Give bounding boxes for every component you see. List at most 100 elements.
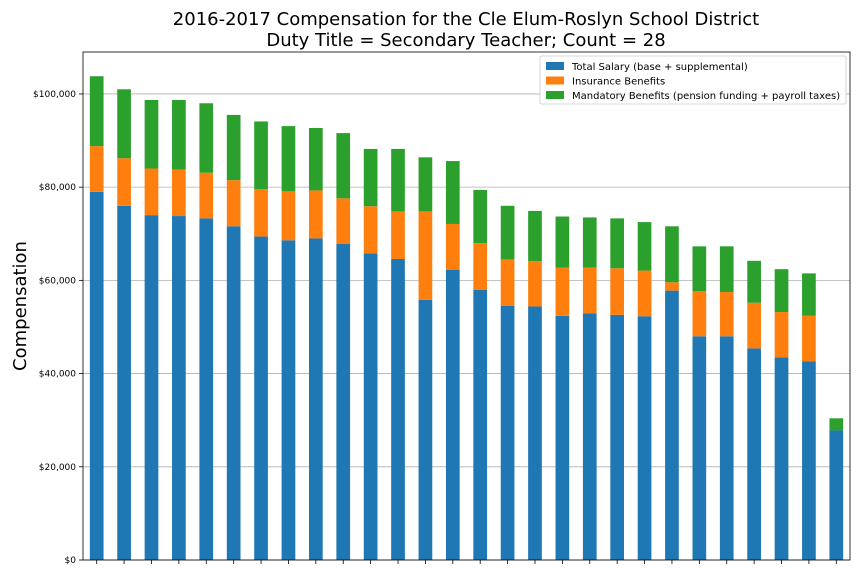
bar-segment-mandatory xyxy=(719,246,734,293)
bar-segment-mandatory xyxy=(665,226,679,283)
legend-label: Total Salary (base + supplemental) xyxy=(571,62,748,73)
plot-frame xyxy=(82,51,851,561)
bar-segment-mandatory xyxy=(391,148,405,212)
y-tick-label: $0 xyxy=(65,556,77,566)
y-tick-label: $60,000 xyxy=(39,276,76,286)
bar-segment-mandatory xyxy=(747,260,761,303)
bar-segment-insurance xyxy=(336,198,351,245)
bar-segment-insurance xyxy=(117,158,131,206)
bar-segment-salary xyxy=(199,218,214,560)
bar-segment-mandatory xyxy=(528,210,542,262)
legend-swatch xyxy=(546,91,564,99)
bar-segment-mandatory xyxy=(802,273,816,316)
bar-segment-salary xyxy=(281,240,296,560)
legend-label: Insurance Benefits xyxy=(572,77,665,88)
bar-segment-mandatory xyxy=(692,246,707,292)
chart-subtitle: Duty Title = Secondary Teacher; Count = … xyxy=(266,30,665,51)
bar-segment-mandatory xyxy=(637,222,652,271)
bar-segment-insurance xyxy=(528,261,542,307)
bar-segment-insurance xyxy=(172,169,186,217)
bar-segment-insurance xyxy=(418,211,433,300)
bar-segment-salary xyxy=(829,430,844,560)
axes: $0 $20,000 $40,000 $60,000 $80,000 $100,000 xyxy=(33,51,851,566)
bar-segment-mandatory xyxy=(555,216,570,268)
bar-segment-mandatory xyxy=(117,89,131,159)
bar-segment-salary xyxy=(774,357,789,560)
bar-segment-salary xyxy=(719,336,734,560)
bar-segment-insurance xyxy=(692,291,707,337)
bar-segment-salary xyxy=(692,336,707,560)
bar-segment-salary xyxy=(89,191,104,560)
legend-label: Mandatory Benefits (pension funding + pa… xyxy=(572,91,840,102)
bar-segment-salary xyxy=(637,316,652,560)
bar-segment-insurance xyxy=(308,190,323,239)
bar-segment-mandatory xyxy=(144,100,159,169)
bar-segment-insurance xyxy=(802,315,816,362)
bar-segment-salary xyxy=(665,290,679,560)
bar-segment-mandatory xyxy=(418,157,433,212)
bar-segment-salary xyxy=(144,215,159,560)
bar-segment-mandatory xyxy=(172,100,186,170)
bar-segment-salary xyxy=(226,226,241,561)
gridlines xyxy=(83,93,850,561)
bar-segment-insurance xyxy=(254,189,268,237)
y-tick-label: $80,000 xyxy=(39,183,76,193)
bar-segment-mandatory xyxy=(829,418,844,431)
bar-segment-insurance xyxy=(774,312,789,358)
bar-segment-insurance xyxy=(555,267,570,316)
bar-segment-salary xyxy=(391,258,405,560)
bar-segment-salary xyxy=(473,289,488,560)
bar-segment-insurance xyxy=(637,270,652,317)
y-tick-label: $20,000 xyxy=(39,463,76,473)
y-tick-label: $40,000 xyxy=(39,370,76,380)
bar-segment-salary xyxy=(610,314,625,560)
bar-segment-mandatory xyxy=(199,103,214,173)
bars xyxy=(89,76,844,561)
bar-segment-mandatory xyxy=(281,126,296,192)
bar-segment-mandatory xyxy=(445,161,460,224)
bar-segment-mandatory xyxy=(473,189,488,244)
bar-segment-mandatory xyxy=(308,127,323,191)
bar-segment-salary xyxy=(528,306,542,560)
legend-swatch xyxy=(546,62,564,70)
legend-box xyxy=(539,55,847,105)
bar-segment-salary xyxy=(555,315,570,560)
bar-segment-mandatory xyxy=(363,148,378,207)
bar-segment-salary xyxy=(418,299,433,560)
bar-segment-salary xyxy=(747,348,761,560)
bar-segment-insurance xyxy=(610,268,625,315)
bar-segment-insurance xyxy=(747,302,761,349)
bar-segment-mandatory xyxy=(336,133,351,199)
legend-swatch xyxy=(546,76,564,85)
bar-segment-insurance xyxy=(445,223,460,270)
bar-segment-mandatory xyxy=(610,218,625,269)
bar-segment-salary xyxy=(117,205,131,561)
bar-segment-insurance xyxy=(719,292,734,337)
bar-segment-insurance xyxy=(144,168,159,216)
bar-segment-salary xyxy=(582,313,597,560)
bar-segment-salary xyxy=(308,238,323,561)
legend: Total Salary (base + supplemental) Insura… xyxy=(539,55,847,105)
bar-segment-mandatory xyxy=(254,121,268,190)
bar-segment-insurance xyxy=(665,282,679,291)
bar-segment-insurance xyxy=(582,267,597,314)
bar-segment-insurance xyxy=(89,146,104,192)
bar-segment-salary xyxy=(254,236,268,560)
bar-segment-insurance xyxy=(473,243,488,290)
bar-segment-mandatory xyxy=(226,114,241,181)
bar-segment-mandatory xyxy=(500,205,515,260)
bar-segment-mandatory xyxy=(89,76,104,147)
y-axis-label: Compensation xyxy=(10,241,31,371)
bar-segment-insurance xyxy=(363,206,378,254)
bar-segment-insurance xyxy=(199,172,214,219)
bar-segment-mandatory xyxy=(582,217,597,268)
chart-title: 2016-2017 Compensation for the Cle Elum-… xyxy=(173,9,759,30)
bar-segment-insurance xyxy=(281,191,296,241)
bar-segment-insurance xyxy=(500,259,515,306)
bar-segment-salary xyxy=(500,306,515,560)
bar-segment-salary xyxy=(172,216,186,560)
bar-segment-salary xyxy=(363,253,378,560)
bar-segment-mandatory xyxy=(774,269,789,313)
